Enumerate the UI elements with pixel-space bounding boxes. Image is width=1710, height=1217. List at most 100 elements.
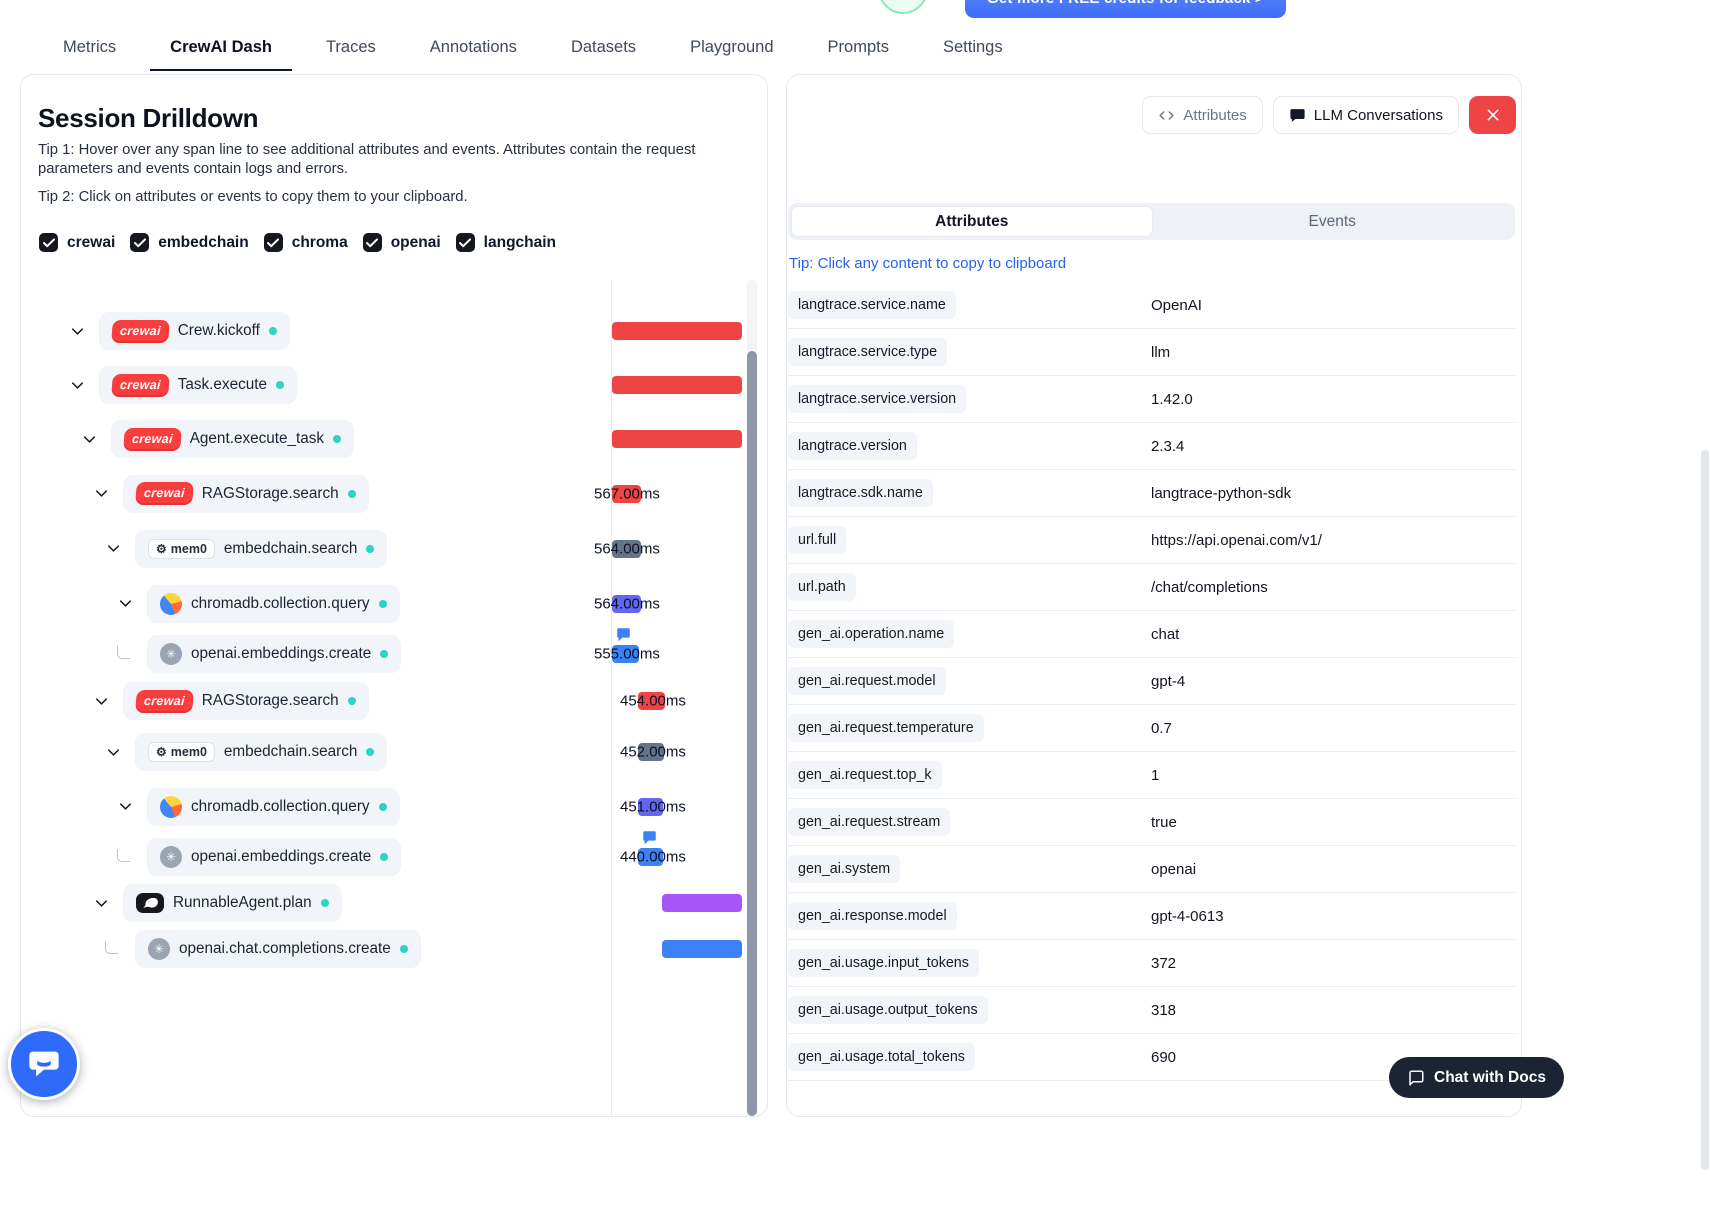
page-scrollbar[interactable]	[1701, 450, 1709, 1170]
chevron-down-icon[interactable]	[115, 797, 135, 817]
nav-tab[interactable]: Prompts	[827, 38, 889, 56]
chevron-down-icon[interactable]	[91, 691, 111, 711]
attribute-value[interactable]: 0.7	[1151, 719, 1172, 737]
attribute-row[interactable]: gen_ai.operation.name chat	[788, 611, 1515, 658]
chevron-down-icon[interactable]	[91, 484, 111, 504]
duration-bar[interactable]	[612, 376, 742, 394]
span-row[interactable]: ✳ openai.chat.completions.create	[21, 926, 767, 971]
nav-tab[interactable]: Annotations	[429, 38, 517, 56]
attribute-row[interactable]: gen_ai.system openai	[788, 846, 1515, 893]
attribute-key[interactable]: gen_ai.response.model	[788, 902, 957, 930]
span-pill[interactable]: crewai Task.execute	[99, 366, 297, 404]
span-pill[interactable]: crewai Crew.kickoff	[99, 312, 290, 350]
span-pill[interactable]: ✳ openai.embeddings.create	[147, 838, 402, 876]
chevron-down-icon[interactable]	[79, 429, 99, 449]
llm-conversations-button[interactable]: LLM Conversations	[1272, 96, 1459, 134]
attribute-value[interactable]: 2.3.4	[1151, 437, 1185, 455]
span-pill[interactable]: crewai RAGStorage.search	[123, 682, 369, 720]
span-pill[interactable]: RunnableAgent.plan	[123, 884, 342, 922]
chevron-down-icon[interactable]	[67, 375, 87, 395]
duration-bar[interactable]	[638, 848, 663, 866]
attribute-row[interactable]: gen_ai.usage.output_tokens 318	[788, 987, 1515, 1034]
attribute-key[interactable]: url.full	[788, 526, 847, 554]
llm-bubble-icon[interactable]	[616, 627, 631, 642]
nav-tab[interactable]: Traces	[325, 38, 376, 56]
attribute-value[interactable]: https://api.openai.com/v1/	[1151, 531, 1322, 549]
attribute-key[interactable]: gen_ai.request.model	[788, 667, 946, 695]
duration-bar[interactable]	[638, 692, 665, 710]
attribute-key[interactable]: gen_ai.request.stream	[788, 808, 951, 836]
duration-bar[interactable]	[612, 322, 742, 340]
nav-tab[interactable]: Playground	[690, 38, 774, 56]
attribute-value[interactable]: 1.42.0	[1151, 390, 1193, 408]
close-button[interactable]	[1469, 96, 1516, 134]
chat-with-docs-button[interactable]: Chat with Docs	[1389, 1057, 1564, 1098]
attribute-key[interactable]: gen_ai.usage.input_tokens	[788, 949, 979, 977]
attribute-row[interactable]: langtrace.service.type llm	[788, 329, 1515, 376]
chevron-down-icon[interactable]	[67, 321, 87, 341]
attribute-key[interactable]: gen_ai.request.temperature	[788, 714, 984, 742]
span-row[interactable]: ⚙ mem0 embedchain.search 564.00ms	[21, 521, 767, 576]
attributes-button[interactable]: Attributes	[1142, 96, 1263, 134]
span-row[interactable]: crewai Agent.execute_task	[21, 412, 767, 466]
span-row[interactable]: crewai RAGStorage.search 454.00ms	[21, 677, 767, 725]
span-pill[interactable]: ✳ openai.chat.completions.create	[135, 929, 421, 968]
duration-bar[interactable]	[662, 894, 742, 912]
attribute-value[interactable]: openai	[1151, 860, 1197, 878]
duration-bar[interactable]	[638, 743, 664, 761]
duration-bar[interactable]	[612, 645, 639, 663]
span-pill[interactable]: chromadb.collection.query	[147, 584, 400, 623]
span-row[interactable]: chromadb.collection.query 564.00ms	[21, 576, 767, 631]
attribute-row[interactable]: url.path /chat/completions	[788, 564, 1515, 611]
nav-tab[interactable]: Settings	[942, 38, 1003, 56]
chevron-down-icon[interactable]	[91, 893, 111, 913]
checkbox-checked-icon[interactable]	[263, 233, 283, 252]
attribute-key[interactable]: langtrace.service.type	[788, 338, 948, 366]
attribute-row[interactable]: gen_ai.response.model gpt-4-0613	[788, 893, 1515, 940]
attribute-value[interactable]: gpt-4-0613	[1151, 907, 1224, 925]
duration-bar[interactable]	[612, 430, 742, 448]
attribute-row[interactable]: gen_ai.request.model gpt-4	[788, 658, 1515, 705]
attribute-key[interactable]: langtrace.service.version	[788, 385, 967, 413]
span-row[interactable]: ✳ openai.embeddings.create 440.00ms	[21, 831, 767, 880]
attribute-key[interactable]: gen_ai.system	[788, 855, 901, 883]
checkbox-checked-icon[interactable]	[39, 233, 58, 252]
vendor-filter-checkbox[interactable]: embedchain	[130, 233, 249, 252]
credits-button[interactable]: Get more FREE credits for feedback >	[965, 0, 1286, 18]
attribute-key[interactable]: gen_ai.usage.output_tokens	[788, 996, 988, 1024]
attribute-value[interactable]: OpenAI	[1151, 296, 1202, 314]
span-row[interactable]: crewai Task.execute	[21, 358, 767, 412]
avatar[interactable]	[878, 0, 928, 14]
span-row[interactable]: ✳ openai.embeddings.create 555.00ms	[21, 628, 767, 677]
attribute-value[interactable]: 318	[1151, 1001, 1177, 1019]
nav-tab[interactable]: Datasets	[570, 38, 637, 56]
duration-bar[interactable]	[662, 939, 742, 958]
attribute-row[interactable]: langtrace.service.version 1.42.0	[788, 376, 1515, 423]
attribute-value[interactable]: llm	[1151, 343, 1171, 361]
span-pill[interactable]: ⚙ mem0 embedchain.search	[135, 529, 388, 568]
span-pill[interactable]: crewai Agent.execute_task	[111, 420, 355, 458]
duration-bar[interactable]	[638, 797, 663, 816]
span-pill[interactable]: chromadb.collection.query	[147, 787, 400, 826]
attribute-value[interactable]: 1	[1151, 766, 1160, 784]
attribute-row[interactable]: langtrace.sdk.name langtrace-python-sdk	[788, 470, 1515, 517]
span-row[interactable]: ⚙ mem0 embedchain.search 452.00ms	[21, 725, 767, 779]
nav-tab[interactable]: Metrics	[63, 38, 117, 56]
attribute-row[interactable]: langtrace.version 2.3.4	[788, 423, 1515, 470]
details-tab[interactable]: Attributes	[791, 206, 1153, 237]
attribute-key[interactable]: langtrace.version	[788, 432, 917, 460]
details-tab[interactable]: Events	[1153, 206, 1513, 237]
checkbox-checked-icon[interactable]	[455, 233, 475, 252]
attribute-value[interactable]: gpt-4	[1151, 672, 1186, 690]
chevron-down-icon[interactable]	[115, 594, 135, 614]
chevron-down-icon[interactable]	[103, 539, 123, 559]
duration-bar[interactable]	[612, 484, 641, 503]
duration-bar[interactable]	[612, 594, 641, 613]
vendor-filter-checkbox[interactable]: openai	[362, 233, 441, 252]
attribute-value[interactable]: chat	[1151, 625, 1180, 643]
span-pill[interactable]: crewai RAGStorage.search	[123, 474, 369, 513]
attribute-value[interactable]: 372	[1151, 954, 1177, 972]
attribute-value[interactable]: true	[1151, 813, 1177, 831]
checkbox-checked-icon[interactable]	[362, 233, 382, 252]
attribute-row[interactable]: url.full https://api.openai.com/v1/	[788, 517, 1515, 564]
